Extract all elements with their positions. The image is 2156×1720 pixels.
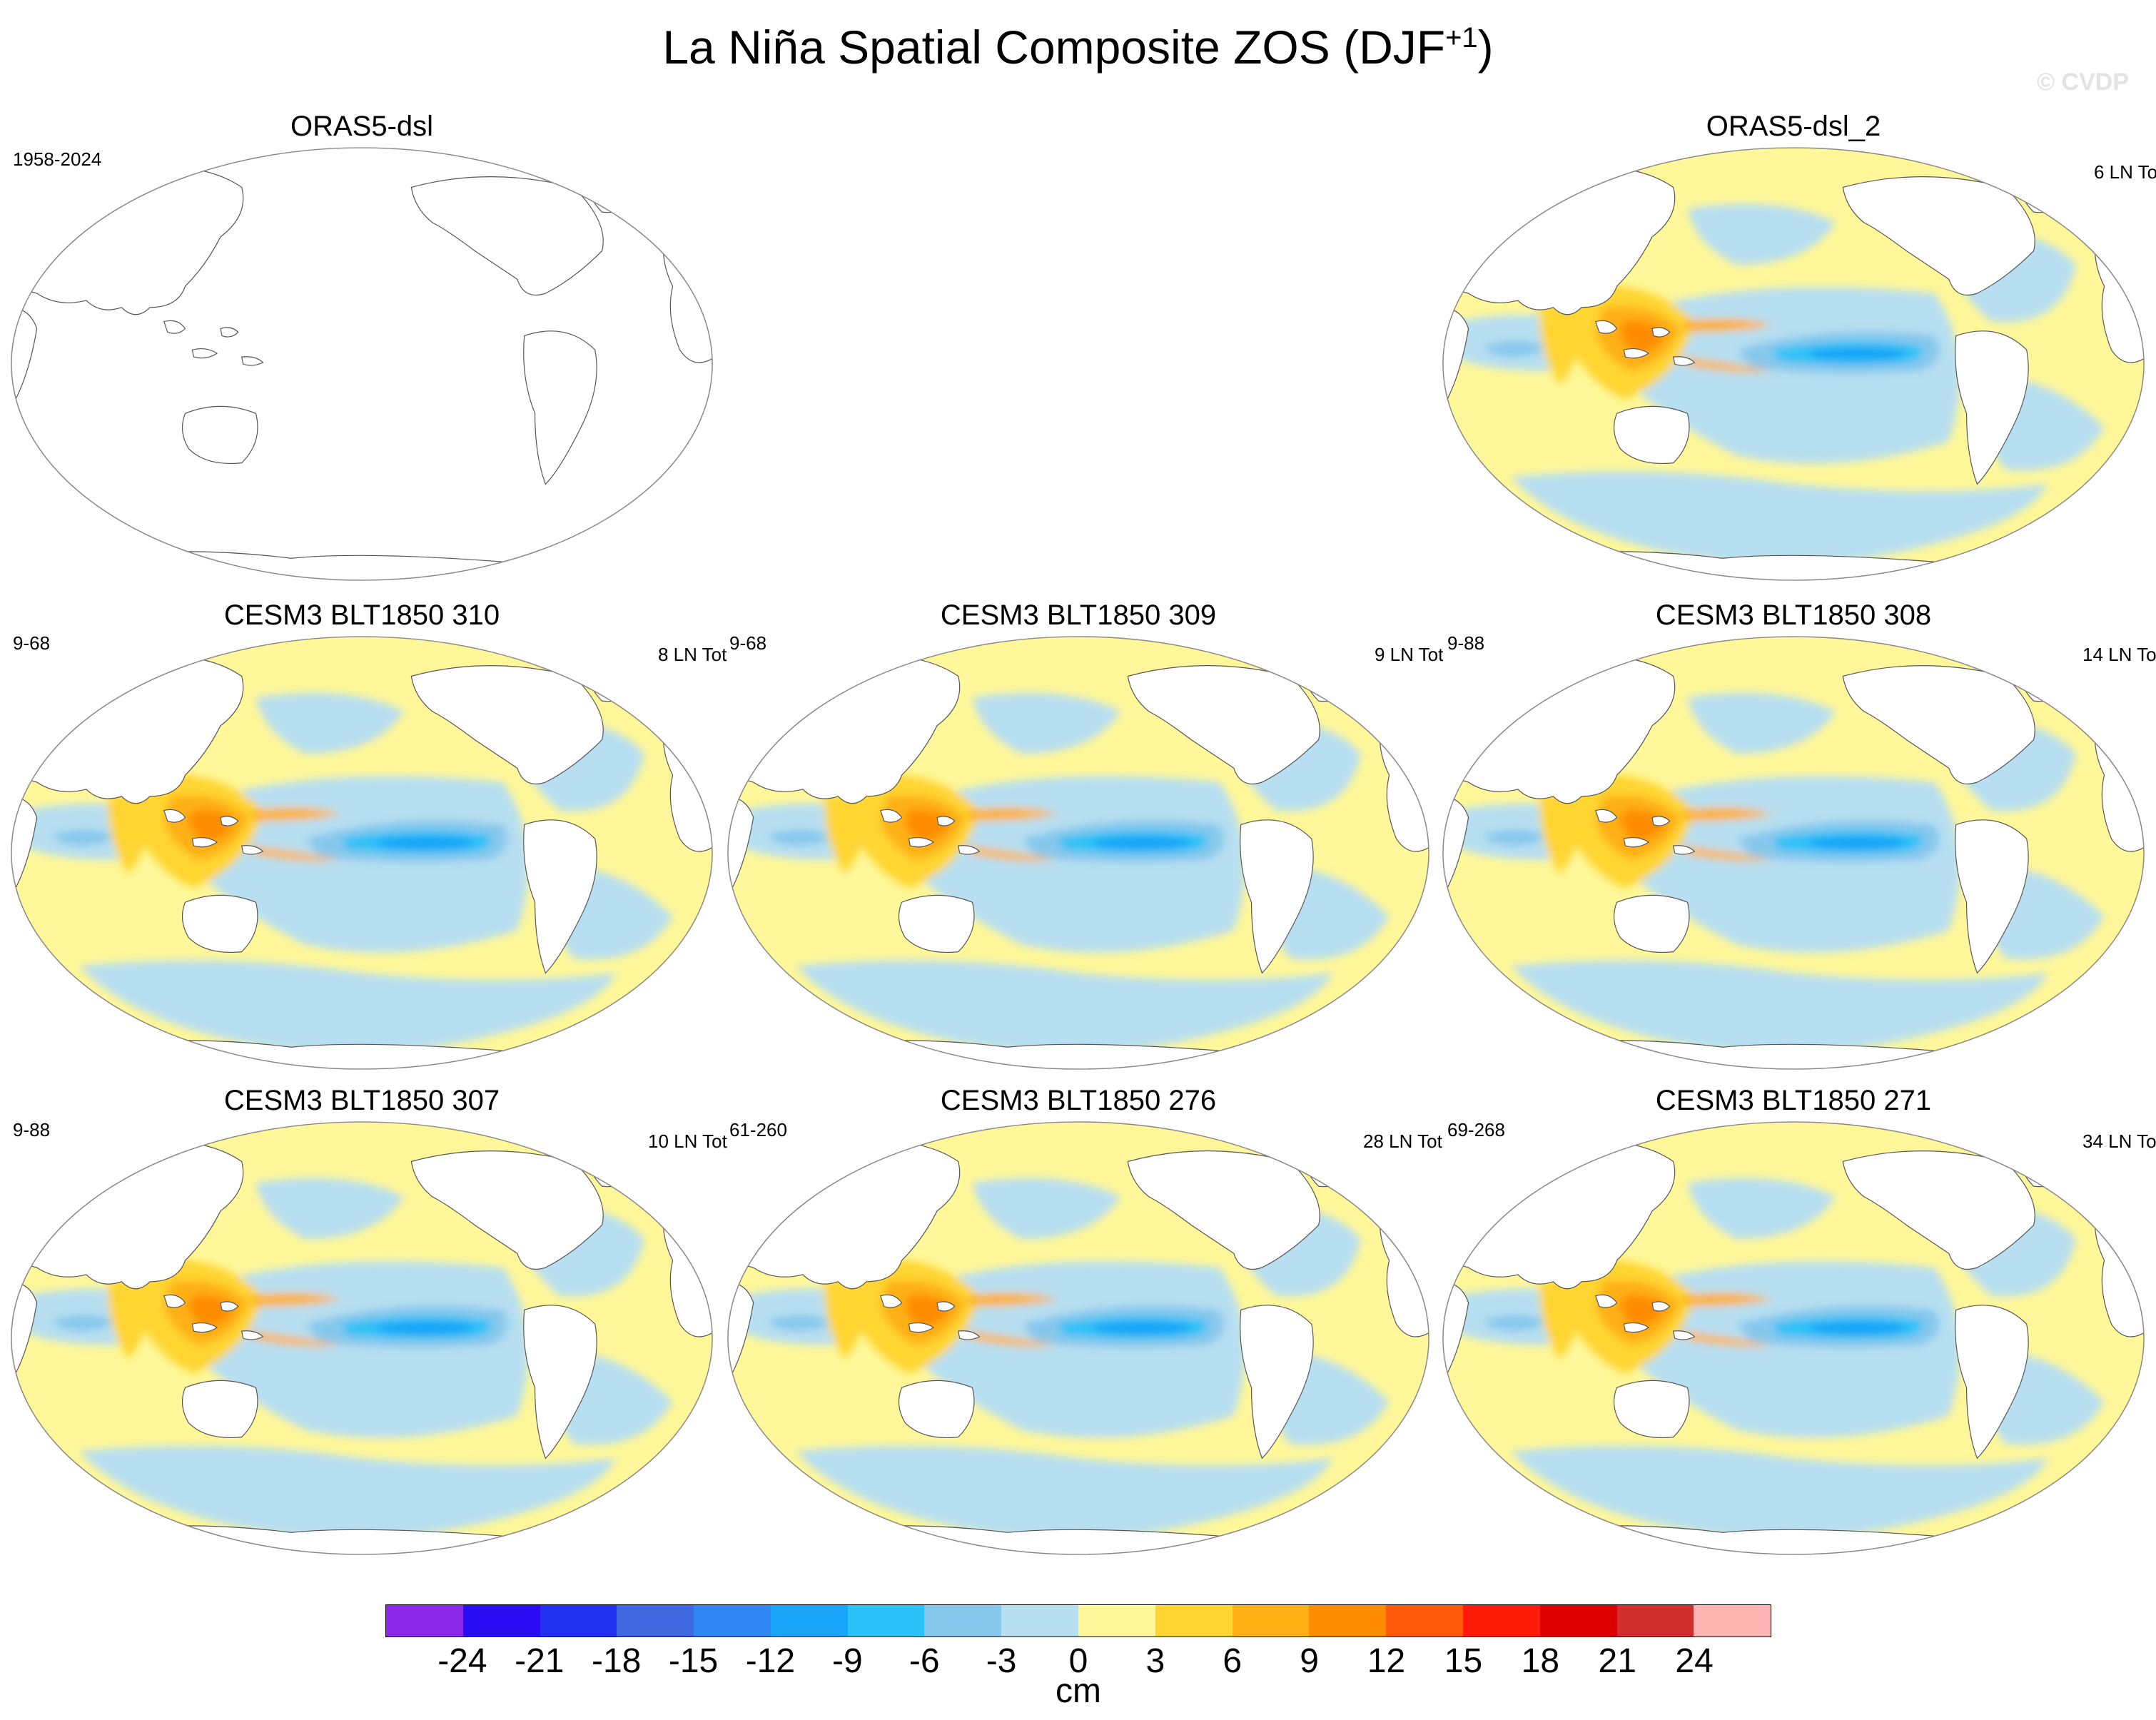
colorbar-tick-label: 24 xyxy=(1675,1642,1714,1680)
colorbar-tick-label: 0 xyxy=(1068,1642,1088,1680)
colorbar-tick-label: -18 xyxy=(591,1642,642,1680)
colorbar-swatch xyxy=(1386,1605,1463,1636)
panel-right-note: 28 LN Tot xyxy=(1363,1130,1442,1152)
panel-title: ORAS5-dsl xyxy=(290,111,434,142)
panel-title: ORAS5-dsl_2 xyxy=(1706,111,1881,142)
colorbar-tick-label: -15 xyxy=(668,1642,719,1680)
colorbar-tick-label: -24 xyxy=(437,1642,487,1680)
panel-title: CESM3 BLT1850 276 xyxy=(940,1085,1217,1116)
colorbar-swatch xyxy=(1539,1605,1617,1636)
map-panel-cesm3-307 xyxy=(9,1117,715,1559)
colorbar-swatch xyxy=(1078,1605,1155,1636)
panel-left-note: 9-68 xyxy=(13,632,51,654)
colorbar-tick-label: -12 xyxy=(745,1642,796,1680)
map-panel-cesm3-276 xyxy=(725,1117,1432,1559)
panel-left-note: 9-68 xyxy=(729,632,767,654)
colorbar-swatch xyxy=(1462,1605,1540,1636)
map-panel-cesm3-310 xyxy=(9,632,715,1074)
colorbar-units: cm xyxy=(1056,1672,1101,1710)
panel-right-note: 9 LN Tot xyxy=(1375,644,1444,665)
map-panel-oras5-dsl xyxy=(9,143,715,585)
panel-title: CESM3 BLT1850 271 xyxy=(1655,1085,1932,1116)
colorbar-tick-label: 12 xyxy=(1367,1642,1406,1680)
colorbar-swatch xyxy=(617,1605,694,1636)
colorbar xyxy=(385,1604,1771,1637)
cvdp-watermark: © CVDP xyxy=(2037,69,2129,96)
panel-left-note: 1958-2024 xyxy=(13,148,102,170)
colorbar-tick-label: -9 xyxy=(831,1642,863,1680)
colorbar-swatch xyxy=(540,1605,617,1636)
panel-title: CESM3 BLT1850 309 xyxy=(940,600,1217,631)
panel-right-note: 10 LN Tot xyxy=(648,1130,727,1152)
colorbar-tick-label: 6 xyxy=(1223,1642,1243,1680)
colorbar-swatch xyxy=(1155,1605,1233,1636)
map-panel-cesm3-309 xyxy=(725,632,1432,1074)
colorbar-swatch xyxy=(1232,1605,1310,1636)
panel-left-note: 61-260 xyxy=(729,1119,787,1140)
map-panel-oras5-dsl-2 xyxy=(1440,143,2147,585)
panel-left-note: 9-88 xyxy=(1447,632,1485,654)
panel-right-note: 6 LN Tot xyxy=(2094,161,2156,183)
colorbar-swatch xyxy=(847,1605,925,1636)
panel-title: CESM3 BLT1850 308 xyxy=(1655,600,1932,631)
colorbar-tick-label: -21 xyxy=(515,1642,565,1680)
colorbar-swatch xyxy=(1001,1605,1079,1636)
colorbar-tick-label: -6 xyxy=(909,1642,940,1680)
map-panel-cesm3-308 xyxy=(1440,632,2147,1074)
colorbar-swatch xyxy=(386,1605,463,1636)
colorbar-tick-label: 15 xyxy=(1444,1642,1483,1680)
colorbar-swatch xyxy=(770,1605,848,1636)
panel-left-note: 9-88 xyxy=(13,1119,51,1140)
colorbar-swatch xyxy=(1309,1605,1387,1636)
colorbar-tick-label: 9 xyxy=(1300,1642,1320,1680)
panel-title: CESM3 BLT1850 307 xyxy=(223,1085,500,1116)
colorbar-swatch xyxy=(462,1605,540,1636)
panel-left-note: 69-268 xyxy=(1447,1119,1505,1140)
colorbar-swatch xyxy=(924,1605,1002,1636)
colorbar-tick-label: -3 xyxy=(986,1642,1017,1680)
figure-title: La Niña Spatial Composite ZOS (DJF+1) xyxy=(662,21,1494,74)
panel-title: CESM3 BLT1850 310 xyxy=(223,600,500,631)
colorbar-swatch xyxy=(1616,1605,1694,1636)
colorbar-tick-label: 21 xyxy=(1598,1642,1636,1680)
colorbar-tick-label: 18 xyxy=(1521,1642,1560,1680)
map-panel-cesm3-271 xyxy=(1440,1117,2147,1559)
panel-right-note: 34 LN Tot xyxy=(2082,1130,2156,1152)
panel-right-note: 14 LN Tot xyxy=(2082,644,2156,665)
colorbar-swatch xyxy=(1694,1605,1771,1636)
colorbar-swatch xyxy=(694,1605,771,1636)
colorbar-tick-label: 3 xyxy=(1145,1642,1165,1680)
panel-right-note: 8 LN Tot xyxy=(658,644,727,665)
